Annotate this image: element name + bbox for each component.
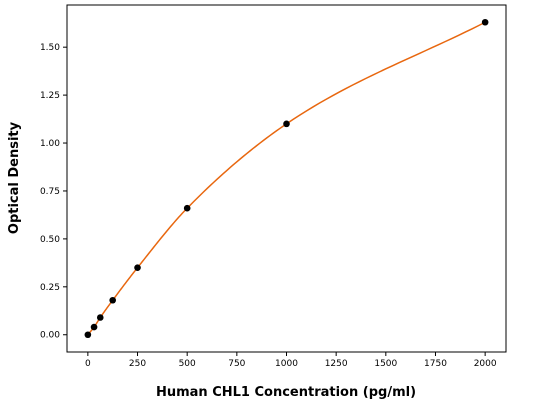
x-tick-label: 1750 bbox=[424, 359, 447, 369]
y-tick-label: 0.25 bbox=[40, 283, 60, 293]
x-axis-ticks: 0 250 500 750 1000 1250 1500 1750 2000 bbox=[85, 352, 497, 369]
y-axis-label: Optical Density bbox=[7, 121, 22, 234]
x-tick-label: 1250 bbox=[325, 359, 348, 369]
y-tick-label: 1.50 bbox=[40, 43, 60, 53]
y-tick-label: 1.00 bbox=[40, 139, 60, 149]
x-axis-label: Human CHL1 Concentration (pg/ml) bbox=[156, 385, 416, 400]
x-tick-label: 1500 bbox=[374, 359, 397, 369]
y-tick-label: 0.50 bbox=[40, 235, 60, 245]
data-point bbox=[96, 314, 104, 321]
data-point bbox=[481, 18, 489, 26]
y-tick-label: 0.00 bbox=[40, 331, 60, 341]
y-tick-label: 1.25 bbox=[40, 91, 60, 101]
data-point bbox=[283, 120, 290, 128]
y-tick-label: 0.75 bbox=[40, 187, 60, 197]
data-point bbox=[90, 323, 98, 331]
x-tick-label: 500 bbox=[179, 359, 196, 369]
plot-frame bbox=[66, 4, 507, 353]
x-tick-label: 0 bbox=[85, 359, 91, 369]
y-axis-ticks: 0.00 0.25 0.50 0.75 1.00 1.25 1.50 bbox=[40, 43, 67, 341]
data-point bbox=[109, 296, 116, 304]
x-tick-label: 750 bbox=[228, 359, 245, 369]
x-tick-label: 2000 bbox=[474, 359, 497, 369]
data-points bbox=[84, 18, 489, 339]
data-point bbox=[84, 331, 92, 339]
data-point bbox=[134, 264, 141, 271]
data-point bbox=[183, 204, 191, 212]
x-tick-label: 1000 bbox=[275, 359, 298, 369]
x-tick-label: 250 bbox=[129, 359, 146, 369]
fit-curve bbox=[87, 21, 486, 336]
